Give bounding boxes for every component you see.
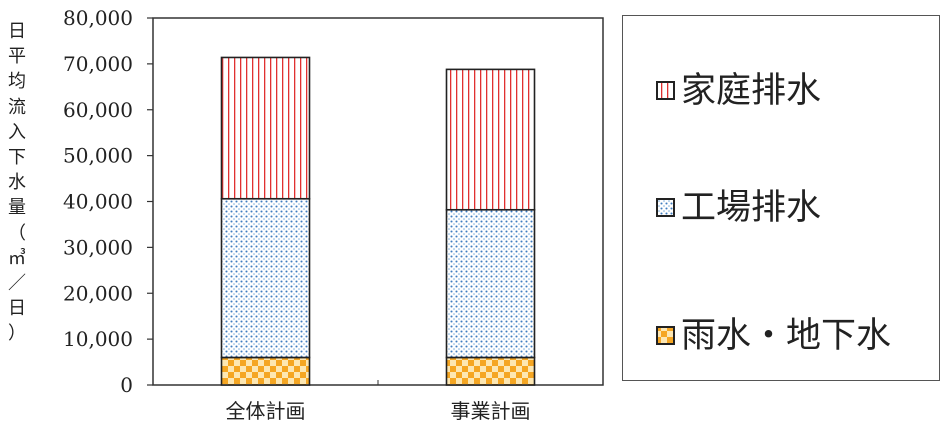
y-tick-label: 50,000: [63, 144, 133, 168]
legend-swatch: [656, 81, 675, 100]
legend-swatch-rect: [656, 81, 675, 100]
y-tick-label: 30,000: [63, 235, 133, 259]
legend-swatch-rect: [656, 198, 675, 217]
y-tick-label: 10,000: [63, 327, 133, 351]
y-axis-label-char: 水: [8, 172, 26, 194]
legend-swatch: [656, 326, 675, 345]
legend: 家庭排水工場排水雨水・地下水: [622, 15, 940, 381]
bar-segment: [220, 197, 311, 359]
bar-segment: [220, 56, 311, 200]
y-tick-label: 0: [120, 373, 133, 397]
bar-segment: [445, 68, 536, 211]
y-axis-label: 日平均流入下水量（㎥／日）: [2, 22, 32, 362]
y-tick-label: 40,000: [63, 190, 133, 214]
y-axis-label-char: 平: [8, 46, 26, 68]
bar-segment: [220, 356, 311, 386]
legend-swatch: [656, 198, 675, 217]
y-tick-label: 70,000: [63, 52, 133, 76]
bar-segment: [445, 208, 536, 359]
x-tick-label: 全体計画: [226, 399, 306, 423]
y-axis-label-char: 流: [8, 96, 26, 118]
legend-label: 工場排水: [681, 188, 822, 228]
legend-label: 雨水・地下水: [681, 316, 892, 356]
x-tick-label: 事業計画: [451, 399, 531, 423]
legend-item: 工場排水: [655, 188, 821, 228]
y-axis-label-char: 均: [8, 71, 26, 93]
legend-label: 家庭排水: [681, 71, 822, 111]
y-axis-label-char: ㎥: [8, 247, 26, 269]
y-axis-label-char: 日: [8, 21, 26, 42]
y-tick-label: 20,000: [63, 281, 133, 305]
y-axis-label-char: 量: [8, 197, 26, 219]
y-axis-label-char: 入: [8, 121, 26, 143]
legend-item: 雨水・地下水: [655, 316, 891, 356]
y-axis-label-char: 日: [8, 298, 26, 320]
legend-item: 家庭排水: [655, 71, 821, 111]
y-tick-label: 60,000: [63, 98, 133, 122]
y-axis-label-char: 下: [8, 147, 26, 168]
plot-frame: [152, 17, 604, 386]
y-axis-label-char: （: [8, 222, 26, 244]
legend-swatch-rect: [656, 326, 675, 345]
bar-segment: [445, 356, 536, 386]
plot-area: 0 10,000 20,000 30,000 40,000 50,000 60,000 70,…: [63, 6, 604, 423]
y-axis-label-char: ／: [8, 273, 26, 294]
y-tick-label: 80,000: [63, 6, 133, 30]
y-axis-label-char: ）: [8, 323, 26, 345]
